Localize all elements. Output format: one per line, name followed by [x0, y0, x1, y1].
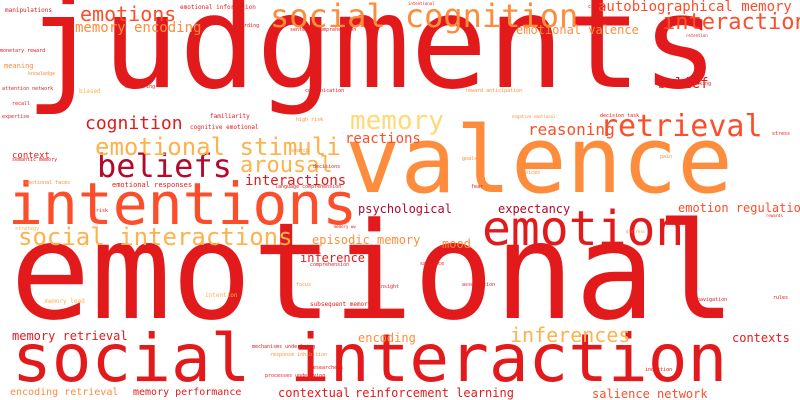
cloud-word: language comprehension — [275, 184, 342, 190]
cloud-word: autobiographical memory — [598, 0, 792, 15]
cloud-word: salience network — [592, 387, 708, 400]
cloud-word: psychological — [358, 202, 452, 216]
cloud-word: social interactions — [18, 223, 293, 251]
cloud-word: strategy — [15, 226, 40, 232]
cloud-word: biased — [79, 88, 101, 95]
cloud-word: rewards — [766, 213, 783, 218]
cloud-word: insight — [378, 284, 400, 290]
cloud-word: semantic memory — [12, 157, 58, 163]
cloud-word: contextual — [278, 386, 351, 400]
cloud-word: encoding retrieval — [10, 387, 119, 398]
cloud-word: pain — [660, 154, 673, 160]
cloud-word: rewarding — [232, 23, 260, 29]
cloud-word: navigation — [697, 297, 728, 303]
cloud-word: risk taking — [678, 81, 712, 87]
cloud-word: attention network — [2, 86, 54, 92]
cloud-word: beliefs — [97, 147, 232, 185]
cloud-word: manipulations — [5, 7, 52, 14]
cloud-word: episodic memory — [312, 233, 421, 247]
cloud-word: memory retrieval — [12, 329, 128, 343]
cloud-word: reinforcement learning — [355, 386, 514, 400]
cloud-word: awareness — [618, 271, 640, 276]
cloud-word: induction — [645, 367, 673, 373]
cloud-word: monetary reward — [0, 48, 46, 54]
cloud-word: retention — [686, 33, 708, 38]
cloud-word: emotional valence — [516, 23, 639, 37]
cloud-word: recall — [12, 101, 31, 107]
cloud-word: interactions — [245, 173, 347, 189]
cloud-word: valence — [345, 107, 733, 214]
cloud-word: expertise — [2, 114, 30, 120]
cloud-word: intentional — [408, 1, 435, 6]
cloud-word: reasoning — [528, 120, 615, 139]
cloud-word: salience — [420, 261, 445, 267]
cloud-word: inference — [300, 251, 366, 265]
cloud-word: knowledge — [28, 71, 56, 77]
cloud-word: monitoring — [125, 84, 156, 90]
cloud-word: memory encoding — [75, 20, 202, 36]
cloud-word: emotional faces — [25, 180, 71, 186]
cloud-word: distress — [626, 229, 646, 234]
cloud-word: comprehension — [310, 262, 350, 268]
cloud-word: intentions — [8, 170, 358, 238]
cloud-word: social interaction — [12, 320, 728, 397]
cloud-word: reactions — [345, 131, 421, 147]
cloud-word: intention — [205, 292, 238, 299]
cloud-word: encoding — [358, 331, 416, 345]
cloud-word: emotions — [80, 2, 177, 26]
cloud-word: rules — [773, 295, 789, 301]
cloud-word: sentence comprehension — [290, 27, 357, 33]
cloud-word: memory — [350, 106, 444, 136]
cloud-word: emotion regulation — [678, 201, 800, 215]
cloud-word: subsequent memory — [310, 301, 372, 308]
cloud-word: goals — [462, 156, 478, 162]
cloud-word: search — [291, 148, 310, 154]
cloud-word: emotional — [10, 194, 737, 350]
cloud-word: memory load — [45, 298, 85, 305]
cloud-word: focus — [296, 282, 312, 288]
cloud-word: emotional information — [180, 4, 256, 11]
cloud-word: familiarity — [210, 113, 250, 120]
cloud-word: belief — [658, 76, 709, 92]
cloud-word: memory ww — [334, 224, 356, 229]
cloud-word: fear — [471, 184, 484, 190]
cloud-word: inferences — [510, 323, 631, 347]
cloud-word: mechanisms underlying — [252, 344, 316, 350]
cloud-word: response inhibition — [270, 352, 328, 358]
cloud-word: researchers — [310, 365, 344, 371]
cloud-word: emotional stimuli — [95, 133, 341, 161]
cloud-word: communication — [305, 88, 345, 94]
cloud-word: expectancy — [498, 202, 571, 216]
cloud-word: context — [12, 151, 50, 161]
cloud-word: high risk — [296, 117, 324, 123]
cloud-word: memory performance — [133, 387, 242, 398]
cloud-word: social cognition — [270, 0, 579, 35]
cloud-word: retrieval — [600, 109, 763, 144]
cloud-word: choices — [519, 170, 541, 176]
cloud-word: risk — [96, 208, 109, 214]
cloud-word: decision task — [600, 113, 640, 119]
cloud-word: arousal — [240, 153, 333, 178]
cloud-word: cognition — [85, 113, 183, 134]
cloud-word: contexts — [732, 331, 790, 345]
cloud-word: negative emotional — [512, 114, 556, 119]
cloud-word: association — [462, 282, 496, 288]
cloud-word: choice — [588, 4, 607, 10]
cloud-word: mood — [442, 237, 471, 251]
cloud-word: emotion — [482, 201, 685, 257]
cloud-word: emotional responses — [112, 181, 193, 189]
cloud-word: interaction — [662, 10, 800, 35]
cloud-word: meaning — [4, 62, 34, 70]
cloud-word: decisions — [313, 164, 341, 170]
cloud-word: cognitive emotional — [190, 124, 259, 131]
cloud-word: processes underlying — [265, 373, 326, 379]
cloud-word: stress — [772, 131, 791, 137]
cloud-word: reward anticipation — [465, 88, 523, 94]
cloud-word: judgments — [25, 0, 719, 118]
